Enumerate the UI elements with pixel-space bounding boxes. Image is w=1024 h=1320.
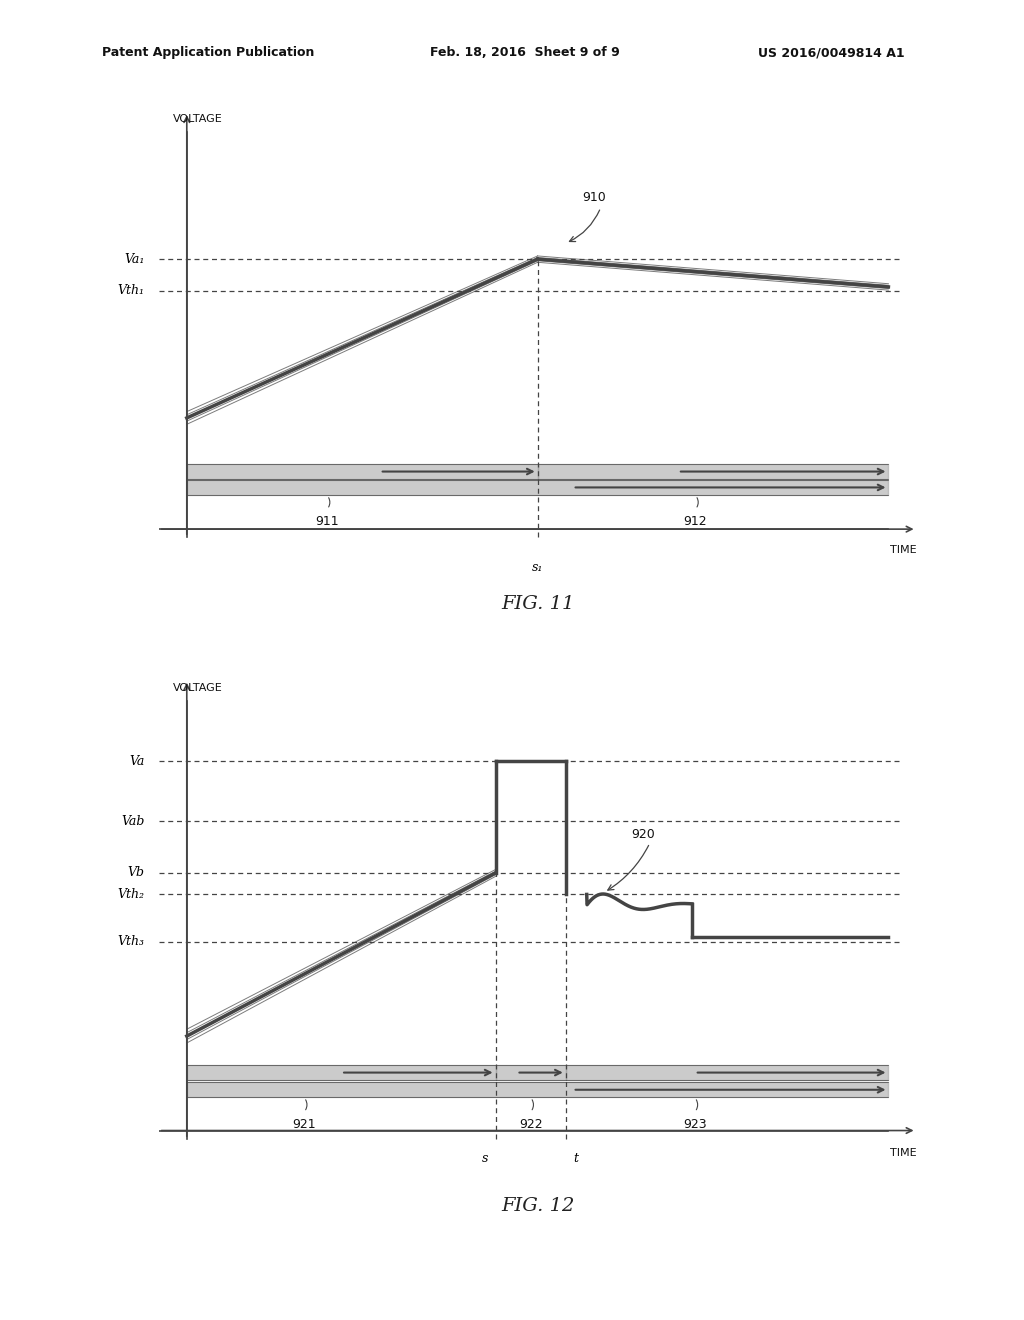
Text: 912: 912	[684, 515, 708, 528]
Text: Vth₂: Vth₂	[118, 888, 144, 902]
Text: US 2016/0049814 A1: US 2016/0049814 A1	[758, 46, 904, 59]
Text: 922: 922	[519, 1118, 543, 1131]
Text: Patent Application Publication: Patent Application Publication	[102, 46, 314, 59]
Text: FIG. 12: FIG. 12	[501, 1197, 574, 1216]
Text: FIG. 11: FIG. 11	[501, 594, 574, 612]
Text: s₁: s₁	[531, 561, 544, 574]
Text: Feb. 18, 2016  Sheet 9 of 9: Feb. 18, 2016 Sheet 9 of 9	[430, 46, 620, 59]
Text: Vb: Vb	[128, 866, 144, 879]
Text: TIME: TIME	[890, 1147, 916, 1158]
Text: VOLTAGE: VOLTAGE	[173, 682, 222, 693]
Text: t: t	[573, 1152, 579, 1166]
Text: 911: 911	[315, 515, 339, 528]
Text: Vth₁: Vth₁	[118, 284, 144, 297]
Text: 923: 923	[683, 1118, 707, 1131]
Text: Va₁: Va₁	[124, 252, 144, 265]
Text: TIME: TIME	[890, 545, 916, 554]
Text: s: s	[481, 1152, 488, 1166]
Text: 920: 920	[631, 828, 654, 841]
Text: VOLTAGE: VOLTAGE	[173, 114, 222, 124]
Text: Vab: Vab	[121, 814, 144, 828]
Text: Vth₃: Vth₃	[118, 935, 144, 948]
Text: Va: Va	[129, 755, 144, 768]
Text: 910: 910	[582, 190, 605, 203]
Text: 921: 921	[292, 1118, 316, 1131]
